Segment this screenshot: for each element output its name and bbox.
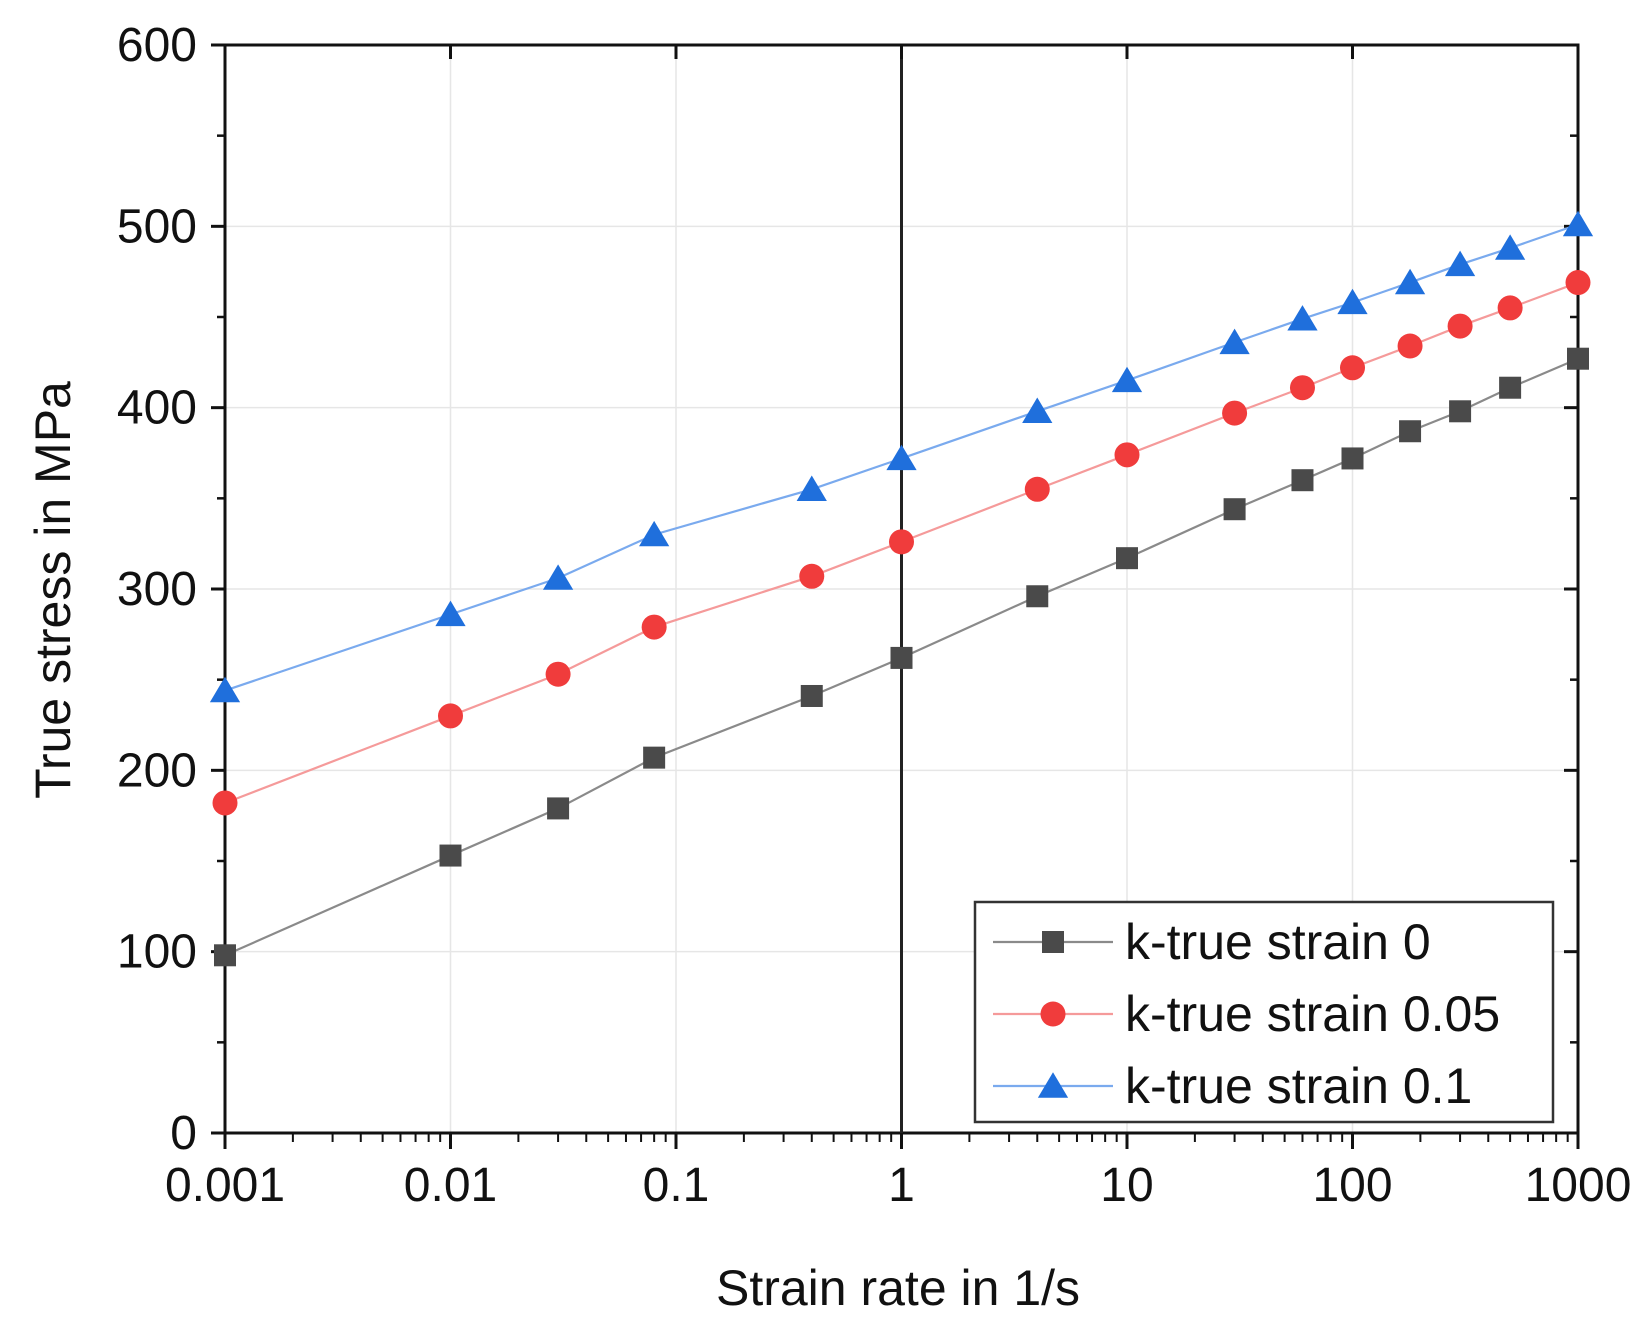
data-point [542, 564, 574, 590]
data-point [547, 797, 570, 820]
data-point [1444, 250, 1476, 277]
data-point [1022, 397, 1053, 423]
data-point [1494, 234, 1526, 260]
series-0 [214, 347, 1589, 967]
y-tick-label: 200 [117, 744, 197, 797]
data-point [1024, 476, 1050, 502]
x-axis-title: Strain rate in 1/s [716, 1260, 1080, 1316]
data-point [1111, 366, 1143, 393]
data-point [1341, 447, 1364, 470]
data-point [641, 614, 667, 640]
data-point [435, 600, 466, 627]
data-point [209, 676, 241, 703]
legend-item: k-true strain 0 [993, 914, 1431, 970]
data-point [800, 684, 823, 707]
x-tick-label: 0.01 [404, 1159, 497, 1212]
data-point [1337, 288, 1368, 315]
data-point [1116, 547, 1138, 570]
data-point [889, 529, 914, 555]
y-tick-label: 300 [117, 563, 197, 616]
legend-item: k-true strain 0.1 [993, 1058, 1472, 1114]
data-point [1222, 400, 1248, 426]
data-point [1223, 498, 1246, 521]
legend-label: k-true strain 0 [1125, 914, 1431, 970]
series-2 [209, 210, 1594, 703]
y-tick-label: 100 [117, 926, 197, 979]
data-point [1114, 442, 1140, 468]
data-point [796, 475, 827, 501]
data-point [1567, 347, 1589, 370]
data-point [1026, 585, 1049, 608]
data-point [1447, 313, 1473, 339]
series-1 [212, 270, 1591, 816]
data-point [438, 703, 463, 729]
data-point [639, 520, 670, 547]
data-point [886, 444, 917, 471]
data-point [643, 746, 666, 769]
data-point [1340, 355, 1365, 381]
data-point [1394, 268, 1426, 295]
data-point [545, 661, 571, 687]
data-point [1289, 375, 1315, 401]
legend-marker [1037, 1072, 1069, 1098]
data-point [799, 563, 825, 589]
y-axis-title: True stress in MPa [25, 381, 81, 799]
y-tick-label: 0 [170, 1107, 197, 1160]
x-tick-label: 0.001 [165, 1159, 285, 1212]
data-point [1497, 295, 1523, 321]
data-point [1565, 270, 1591, 296]
data-point [1219, 328, 1250, 355]
data-point [214, 944, 236, 967]
legend-label: k-true strain 0.05 [1125, 986, 1500, 1042]
data-point [212, 790, 238, 816]
y-tick-label: 400 [117, 382, 197, 435]
x-tick-label: 1000 [1525, 1159, 1632, 1212]
data-point [1397, 333, 1423, 359]
x-tick-label: 1 [888, 1159, 915, 1212]
y-tick-label: 500 [117, 200, 197, 253]
data-point [1291, 469, 1314, 492]
data-point [1562, 210, 1594, 237]
data-point [1499, 376, 1522, 399]
data-point [1399, 420, 1422, 443]
data-point [890, 646, 913, 669]
x-tick-label: 0.1 [643, 1159, 710, 1212]
x-tick-label: 100 [1312, 1159, 1392, 1212]
y-tick-label: 600 [117, 19, 197, 72]
legend-marker [1040, 1001, 1066, 1027]
legend-item: k-true strain 0.05 [993, 986, 1500, 1042]
x-tick-label: 10 [1100, 1159, 1153, 1212]
legend-marker [1042, 931, 1064, 953]
legend-label: k-true strain 0.1 [1125, 1058, 1472, 1114]
data-point [1449, 400, 1472, 423]
data-point [1287, 305, 1318, 331]
data-point [439, 844, 462, 867]
